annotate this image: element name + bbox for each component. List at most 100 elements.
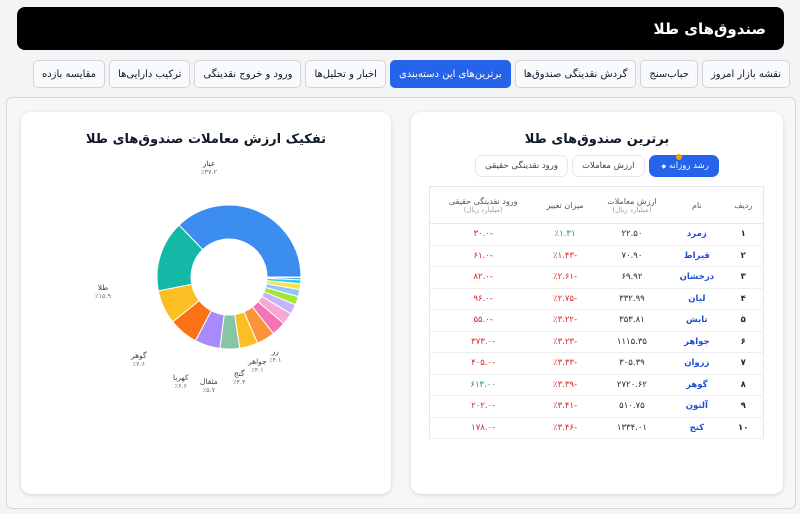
value-cell: ۶۹.۹۲ xyxy=(593,266,671,289)
app-header: صندوق‌های طلا xyxy=(17,7,784,50)
change-cell: -٪۳.۲۲ xyxy=(536,309,594,332)
fund-name-cell[interactable]: گوهر xyxy=(670,374,724,396)
rank-cell: ۲ xyxy=(723,245,764,267)
fund-name-cell[interactable]: زمرد xyxy=(670,223,724,246)
fund-name-cell[interactable]: کنج xyxy=(670,417,724,439)
indicator-dot-icon xyxy=(675,154,682,160)
inflow-cell: -۹۶.۰ xyxy=(429,288,537,310)
col-change: میزان تغییر xyxy=(536,186,594,224)
tab-market-map[interactable]: نقشه بازار امروز xyxy=(701,60,790,88)
rank-cell: ۱۰ xyxy=(723,417,764,439)
pill-real-inflow[interactable]: ورود نقدینگی حقیقی xyxy=(475,155,568,177)
top-funds-table: ردیف نام ارزش معاملات (میلیارد ریال) میزا… xyxy=(429,186,764,439)
top-funds-card: برترین صندوق‌های طلا رشد روزانه ◆ ارزش م… xyxy=(411,112,783,494)
fund-name-cell[interactable]: جواهر xyxy=(670,331,724,353)
tab-news-analysis[interactable]: اخبار و تحلیل‌ها xyxy=(305,60,386,88)
change-cell: -٪۳.۴۶ xyxy=(536,417,594,439)
col-inflow: ورود نقدینگی حقیقی (میلیارد ریال) xyxy=(429,186,537,224)
inflow-cell: -۱۷۸.۰ xyxy=(429,417,537,439)
value-cell: ۲۷۲۰.۶۲ xyxy=(593,374,671,396)
table-body: ۱ زمرد ۲۲.۵۰ ٪۱.۳۱ -۳۰.۰ ۲ قیراط ۷۰.۹۰ -٪۱.۴۳ -۶۱… xyxy=(429,223,764,439)
label-zar: زر ٪۴.۱ xyxy=(269,347,282,364)
table-row[interactable]: ۱ زمرد ۲۲.۵۰ ٪۱.۳۱ -۳۰.۰ xyxy=(429,223,764,246)
value-cell: ۵۱۰.۷۵ xyxy=(593,395,671,418)
rank-cell: ۴ xyxy=(723,288,764,310)
tab-top-in-category[interactable]: برترین‌های این دسته‌بندی xyxy=(389,60,511,88)
label-mesghal: مثقال ٪۵.۷ xyxy=(200,377,218,394)
table-row[interactable]: ۹ آلتون ۵۱۰.۷۵ -٪۳.۴۱ -۲۰۲.۰ xyxy=(429,395,764,418)
tab-fund-liquidity-flow[interactable]: گردش نقدینگی صندوق‌ها xyxy=(514,60,637,88)
table-row[interactable]: ۲ قیراط ۷۰.۹۰ -٪۱.۴۳ -۶۱.۰ xyxy=(429,245,764,267)
fund-name-cell[interactable]: تابش xyxy=(670,309,724,332)
inflow-cell: -۲۰۲.۰ xyxy=(429,395,537,418)
table-row[interactable]: ۸ گوهر ۲۷۲۰.۶۲ -٪۳.۳۹ ۶۱۳.۰۰ xyxy=(429,374,764,396)
value-cell: ۳۵۳.۸۱ xyxy=(593,309,671,332)
table-row[interactable]: ۳ درخشان ۶۹.۹۲ -٪۲.۶۱ -۸۲.۰ xyxy=(429,266,764,289)
rank-cell: ۱ xyxy=(723,223,764,246)
table-row[interactable]: ۶ جواهر ۱۱۱۵.۳۵ -٪۳.۲۳ -۳۷۳.۰ xyxy=(429,331,764,353)
inflow-cell: -۳۰.۰ xyxy=(429,223,537,246)
label-ganj: گنج ٪۴.۴ xyxy=(233,369,246,386)
rank-cell: ۷ xyxy=(723,352,764,375)
inflow-cell: ۶۱۳.۰۰ xyxy=(429,374,537,396)
value-cell: ۳۰۵.۳۹ xyxy=(593,352,671,375)
inflow-cell: -۳۷۳.۰ xyxy=(429,331,537,353)
value-cell: ۲۲.۵۰ xyxy=(593,223,671,246)
donut-slice[interactable] xyxy=(178,204,302,278)
pill-daily-growth[interactable]: رشد روزانه ◆ xyxy=(648,154,719,177)
donut-chart xyxy=(156,204,302,350)
col-value-unit: (میلیارد ریال) xyxy=(612,205,652,214)
top-funds-title: برترین صندوق‌های طلا xyxy=(524,132,670,147)
inflow-cell: -۵۵.۰ xyxy=(429,309,537,332)
change-cell: -٪۱.۴۳ xyxy=(536,245,594,267)
inflow-cell: -۸۲.۰ xyxy=(429,266,537,289)
breakdown-title: تفکیک ارزش معاملات صندوق‌های طلا xyxy=(85,132,327,147)
value-cell: ۷۰.۹۰ xyxy=(593,245,671,267)
fund-name-cell[interactable]: آلتون xyxy=(670,395,724,418)
rank-cell: ۶ xyxy=(723,331,764,353)
table-row[interactable]: ۵ تابش ۳۵۳.۸۱ -٪۳.۲۲ -۵۵.۰ xyxy=(429,309,764,332)
donut-slice[interactable] xyxy=(266,276,302,279)
table-row[interactable]: ۱۰ کنج ۱۳۳۴.۰۱ -٪۳.۴۶ -۱۷۸.۰ xyxy=(429,417,764,439)
rank-cell: ۹ xyxy=(723,395,764,418)
fund-name-cell[interactable]: قیراط xyxy=(670,245,724,267)
value-cell: ۳۳۲.۹۹ xyxy=(593,288,671,310)
label-gohar: گوهر ٪۷.۶ xyxy=(131,351,147,368)
col-rank: ردیف xyxy=(723,186,764,224)
sort-pills: رشد روزانه ◆ ارزش معاملات ورود نقدینگی ح… xyxy=(411,154,783,177)
inflow-cell: -۴۰۵.۰ xyxy=(429,352,537,375)
label-javaher: جواهر ٪۴.۱ xyxy=(248,357,267,374)
change-cell: -٪۳.۴۱ xyxy=(536,395,594,418)
fund-name-cell[interactable]: لیان xyxy=(670,288,724,310)
label-tala: طلا ٪۱۵.۹ xyxy=(95,283,112,300)
col-name: نام xyxy=(670,186,724,224)
change-cell: -٪۳.۲۳ xyxy=(536,331,594,353)
change-cell: -٪۲.۷۵ xyxy=(536,288,594,310)
fund-name-cell[interactable]: درخشان xyxy=(670,266,724,289)
col-value-label: ارزش معاملات xyxy=(607,196,657,206)
label-ayar: عیار ٪۳۷.۲ xyxy=(201,159,218,176)
value-cell: ۱۱۱۵.۳۵ xyxy=(593,331,671,353)
change-cell: -٪۲.۶۱ xyxy=(536,266,594,289)
table-header-row: ردیف نام ارزش معاملات (میلیارد ریال) میزا… xyxy=(429,186,764,224)
rank-cell: ۳ xyxy=(723,266,764,289)
tab-asset-composition[interactable]: ترکیب دارایی‌ها xyxy=(109,60,191,88)
pill-label: رشد روزانه xyxy=(668,161,709,171)
col-value: ارزش معاملات (میلیارد ریال) xyxy=(593,186,671,224)
breakdown-card: تفکیک ارزش معاملات صندوق‌های طلا عیار ٪۳۷… xyxy=(21,112,391,494)
change-cell: -٪۳.۳۹ xyxy=(536,374,594,396)
tab-return-comparison[interactable]: مقایسه بازده xyxy=(32,60,106,88)
rank-cell: ۸ xyxy=(723,374,764,396)
tab-liquidity-inout[interactable]: ورود و خروج نقدینگی xyxy=(194,60,302,88)
col-inflow-label: ورود نقدینگی حقیقی xyxy=(448,196,518,206)
tab-bubble-meter[interactable]: حباب‌سنج xyxy=(640,60,698,88)
table-row[interactable]: ۷ زروان ۳۰۵.۳۹ -٪۳.۳۳ -۴۰۵.۰ xyxy=(429,352,764,375)
fund-name-cell[interactable]: زروان xyxy=(670,352,724,375)
pill-trade-value[interactable]: ارزش معاملات xyxy=(572,155,645,177)
col-inflow-unit: (میلیارد ریال) xyxy=(463,205,503,214)
inflow-cell: -۶۱.۰ xyxy=(429,245,537,267)
table-row[interactable]: ۴ لیان ۳۳۲.۹۹ -٪۲.۷۵ -۹۶.۰ xyxy=(429,288,764,310)
page-title: صندوق‌های طلا xyxy=(653,19,766,38)
change-cell: -٪۳.۳۳ xyxy=(536,352,594,375)
value-cell: ۱۳۳۴.۰۱ xyxy=(593,417,671,439)
